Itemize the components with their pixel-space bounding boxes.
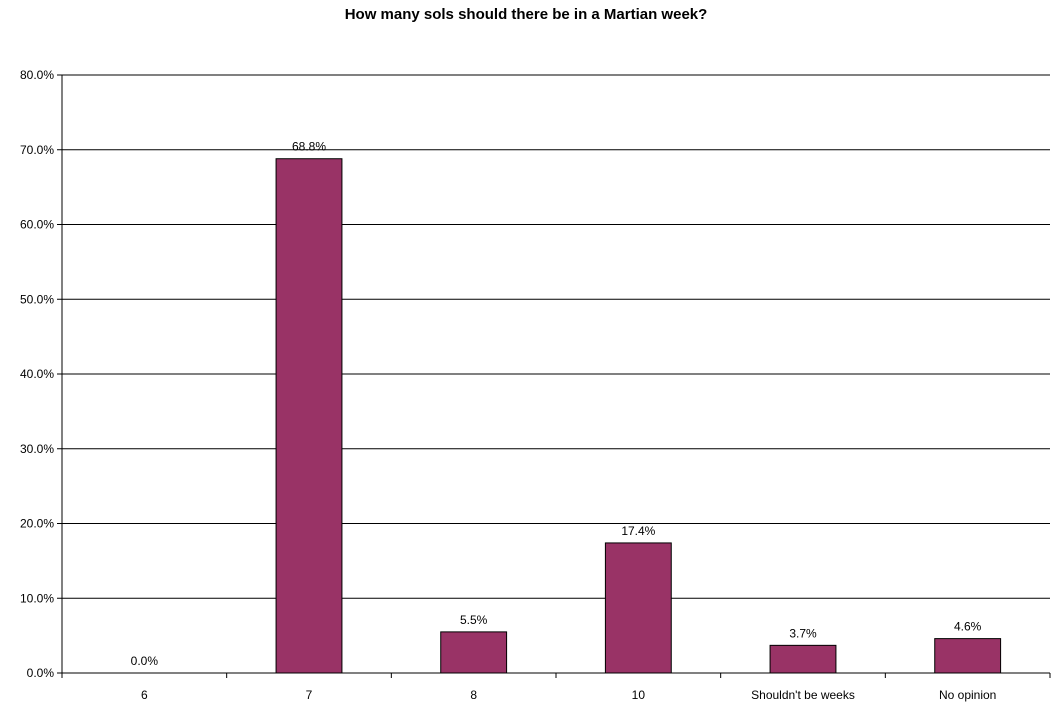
data-label: 68.8% xyxy=(292,140,326,154)
y-tick-label: 30.0% xyxy=(20,442,54,456)
gridlines xyxy=(62,74,1050,599)
x-tick-label: 10 xyxy=(632,688,646,702)
y-tick-label: 10.0% xyxy=(20,591,54,605)
x-tick-label: 8 xyxy=(470,688,477,702)
bar xyxy=(440,631,508,674)
bar xyxy=(275,158,343,674)
data-label: 4.6% xyxy=(954,620,982,634)
y-tick-label: 40.0% xyxy=(20,367,54,381)
x-tick-label: 6 xyxy=(141,688,148,702)
bar xyxy=(769,644,837,674)
data-label: 5.5% xyxy=(460,613,488,627)
x-tick-label: No opinion xyxy=(939,688,996,702)
y-tick-label: 70.0% xyxy=(20,143,54,157)
y-tick-label: 0.0% xyxy=(27,666,55,680)
bar xyxy=(604,542,672,674)
y-tick-label: 60.0% xyxy=(20,218,54,232)
data-label: 17.4% xyxy=(621,524,655,538)
bars xyxy=(275,158,1002,674)
data-label: 3.7% xyxy=(789,626,817,640)
y-tick-label: 50.0% xyxy=(20,292,54,306)
labels: 0.0%10.0%20.0%30.0%40.0%50.0%60.0%70.0%8… xyxy=(20,68,996,702)
bar xyxy=(934,638,1002,674)
data-label: 0.0% xyxy=(131,654,159,668)
y-tick-label: 20.0% xyxy=(20,517,54,531)
axes xyxy=(57,74,1051,678)
x-tick-label: 7 xyxy=(306,688,313,702)
chart-title: How many sols should there be in a Marti… xyxy=(344,6,708,23)
y-tick-label: 80.0% xyxy=(20,68,54,82)
x-tick-label: Shouldn't be weeks xyxy=(751,688,855,702)
